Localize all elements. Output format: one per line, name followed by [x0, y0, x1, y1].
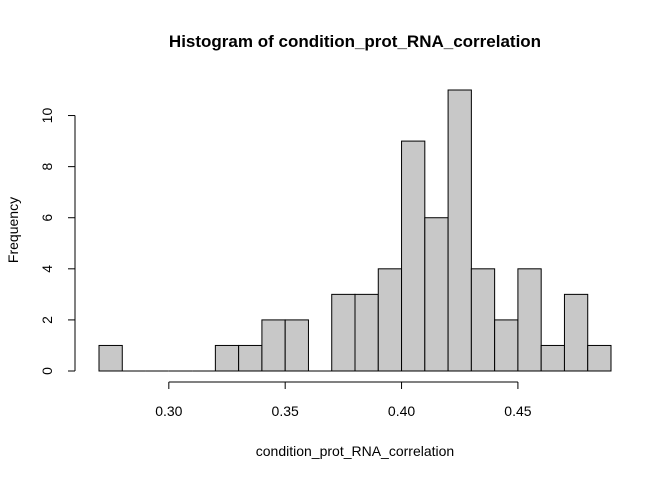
- y-tick-label: 10: [39, 108, 55, 124]
- histogram-bar: [331, 293, 356, 372]
- histogram-bar: [377, 268, 403, 372]
- y-tick-label: 4: [39, 265, 55, 273]
- x-tick-label: 0.40: [388, 403, 415, 419]
- x-axis-label: condition_prot_RNA_correlation: [256, 443, 454, 459]
- histogram-bar: [424, 217, 449, 372]
- y-tick-label: 8: [39, 163, 55, 171]
- histogram-bar: [540, 344, 565, 372]
- x-tick-label: 0.30: [155, 403, 182, 419]
- y-axis: 0 2 4 6 8 10: [39, 108, 76, 375]
- histogram-bar: [517, 268, 542, 372]
- histogram-bar: [563, 293, 589, 372]
- histogram-bar: [470, 268, 496, 372]
- histogram-bar: [401, 140, 426, 372]
- y-tick-label: 2: [39, 316, 55, 324]
- bars-group: [98, 89, 612, 372]
- histogram-bar: [261, 319, 286, 372]
- histogram-bar: [214, 344, 240, 372]
- histogram-bar: [587, 344, 612, 372]
- histogram-bar: [98, 344, 123, 372]
- y-tick-label: 6: [39, 214, 55, 222]
- histogram-bar: [354, 293, 379, 372]
- histogram-bar: [238, 344, 263, 372]
- y-tick-label: 0: [39, 367, 55, 375]
- y-axis-label: Frequency: [5, 197, 21, 263]
- x-tick-label: 0.35: [272, 403, 299, 419]
- histogram-bar: [284, 319, 309, 372]
- chart-title: Histogram of condition_prot_RNA_correlat…: [169, 32, 541, 51]
- x-axis: 0.30 0.35 0.40 0.45: [155, 381, 532, 419]
- x-tick-label: 0.45: [504, 403, 531, 419]
- histogram-bar: [447, 89, 472, 372]
- histogram-bar: [494, 319, 519, 372]
